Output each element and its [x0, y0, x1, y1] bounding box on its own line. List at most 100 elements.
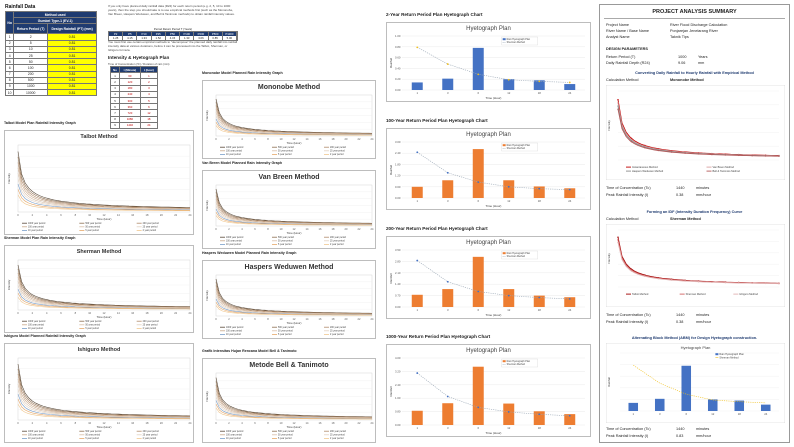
- hyetograph-bar: [503, 289, 515, 307]
- y-axis-label: Intensity: [205, 290, 209, 301]
- conv-title: Converting Daily Rainfall to Hourly Rain…: [635, 71, 754, 75]
- chart-title: Hyetograph Plan: [681, 345, 711, 350]
- legend-label: 500 year period: [278, 326, 295, 329]
- y-tick-label: 0.00: [395, 196, 401, 200]
- intensity-curve: [17, 292, 191, 310]
- intensity-curve: [17, 403, 190, 420]
- x-tick-label: 4: [241, 317, 243, 321]
- sherman-point: [507, 185, 510, 188]
- x-tick-label: 3: [447, 199, 449, 203]
- curve-point: [670, 151, 673, 153]
- hyetograph-bar: [734, 400, 745, 411]
- sherman-point: [416, 372, 419, 374]
- legend-label: 100 year period: [226, 240, 243, 243]
- x-tick-label: 4: [46, 213, 48, 217]
- legend-label: 500 year period: [85, 222, 102, 225]
- curve-point: [644, 147, 646, 149]
- x-tick-label: 10: [280, 227, 283, 231]
- legend-label: Rain Hyetograph Plan: [507, 252, 531, 255]
- legend-label: Rain Hyetograph Plan: [719, 353, 744, 356]
- summary-key-project: Project Name: [606, 23, 630, 27]
- x-tick-label: 12: [293, 137, 296, 141]
- x-tick-label: 18: [538, 426, 542, 430]
- calc2-label: Calculation Method: [606, 217, 639, 221]
- ih-subtitle: Time of Concentration (Tc) / Duration of…: [108, 62, 170, 66]
- hyetograph-bar: [442, 289, 454, 307]
- intensity-curve: [17, 398, 191, 419]
- pri3-label: Peak Rainfall Intensity (I): [606, 434, 649, 438]
- legend-label: 5 year period: [85, 437, 99, 440]
- legend-swatch: [715, 353, 719, 356]
- x-tick-label: 2: [32, 421, 34, 425]
- x-tick-label: 14: [117, 213, 120, 217]
- curve-point: [738, 154, 740, 157]
- legend-label: 50 year period: [85, 226, 100, 229]
- sherman-point: [568, 297, 571, 300]
- intensity-chart-panel: Sherman Method 0 2 4 6 8 10 12 14 16 18 20 22 24 Time …: [4, 245, 194, 333]
- intensity-chart-panel: Mononobe Method 0 2 4 6 8 10 12 14 16 18 20 22 24 Time…: [202, 80, 376, 159]
- hyetograph-bar: [503, 79, 515, 90]
- y-axis-label: Intensity: [607, 120, 611, 131]
- x-tick-label: 12: [103, 311, 106, 315]
- y-tick-label: 0.00: [395, 423, 401, 427]
- sherman-line: [633, 364, 766, 404]
- legend-label: 200 year period: [330, 146, 347, 149]
- x-tick-label: 1: [416, 426, 418, 430]
- x-axis-label: Time (Hour): [97, 217, 112, 221]
- period-head: P25: [151, 32, 166, 36]
- legend-label: 2 year period: [330, 243, 344, 246]
- summary-chart-empirical: Intensity Instantaneous Method Van Breen M…: [606, 85, 785, 180]
- sherman-point: [477, 181, 480, 184]
- x-tick-label: 24: [371, 421, 374, 425]
- legend-label: 10 year period: [226, 437, 241, 440]
- y-tick-label: 0.20: [395, 77, 401, 81]
- x-tick-label: 1: [416, 91, 418, 95]
- period-value: 5.00: [223, 36, 237, 40]
- col-no: No: [4, 10, 15, 35]
- x-tick-label: 10: [88, 421, 91, 425]
- hyetograph-bar: [681, 365, 692, 411]
- x-tick-label: 18: [332, 421, 335, 425]
- legend-label: 5 year period: [85, 229, 99, 232]
- sherman-point: [538, 296, 541, 299]
- hyetograph-title: Hyetograph Plan: [466, 240, 511, 246]
- sherman-line: [417, 260, 570, 300]
- legend-label: Sherman Method: [719, 356, 739, 359]
- x-tick-label: 10: [280, 421, 283, 425]
- legend-label: 10 year period: [28, 327, 43, 330]
- curve-point: [751, 155, 753, 157]
- toc1-unit: minutes: [696, 186, 710, 190]
- x-tick-label: 4: [241, 137, 243, 141]
- x-tick-label: 18: [738, 412, 742, 416]
- y-tick-label: 1.80: [395, 162, 401, 166]
- legend-label: 1000 year period: [28, 430, 46, 433]
- x-axis-label: Time (Hour): [287, 425, 302, 429]
- x-tick-label: 10: [280, 317, 283, 321]
- legend-label: 1000 year period: [226, 326, 244, 329]
- x-tick-label: 12: [507, 199, 511, 203]
- x-tick-label: 24: [371, 317, 374, 321]
- x-tick-label: 22: [358, 317, 361, 321]
- y-tick-label: 0.40: [395, 66, 401, 70]
- curve-point: [657, 149, 659, 152]
- x-tick-label: 0: [215, 137, 217, 141]
- pri2-value: 0.38: [676, 320, 684, 324]
- curve-point: [617, 108, 619, 110]
- period-value: 1.33: [137, 36, 152, 40]
- hyetograph-section-heading: 2-Year Return Period Plan Hyetograph Cha…: [386, 12, 483, 17]
- x-tick-label: 20: [345, 317, 348, 321]
- intensity-chart-panel: Metode Bell & Tanimoto 0 2 4 6 8 10 12 14 16 18 20 2…: [202, 358, 376, 443]
- curve-point: [724, 154, 727, 156]
- curve-point: [644, 275, 646, 277]
- pri1-value: 0.38: [676, 193, 684, 197]
- chart-title: Van Breen Method: [258, 174, 320, 181]
- summary-val-project: River Flood Discharge Calculation: [670, 23, 728, 27]
- x-tick-label: 2: [228, 421, 230, 425]
- curve-point: [617, 102, 619, 104]
- intensity-curve: [17, 393, 190, 419]
- intensity-curve: [17, 189, 190, 211]
- x-tick-label: 16: [131, 213, 134, 217]
- x-tick-label: 18: [332, 227, 335, 231]
